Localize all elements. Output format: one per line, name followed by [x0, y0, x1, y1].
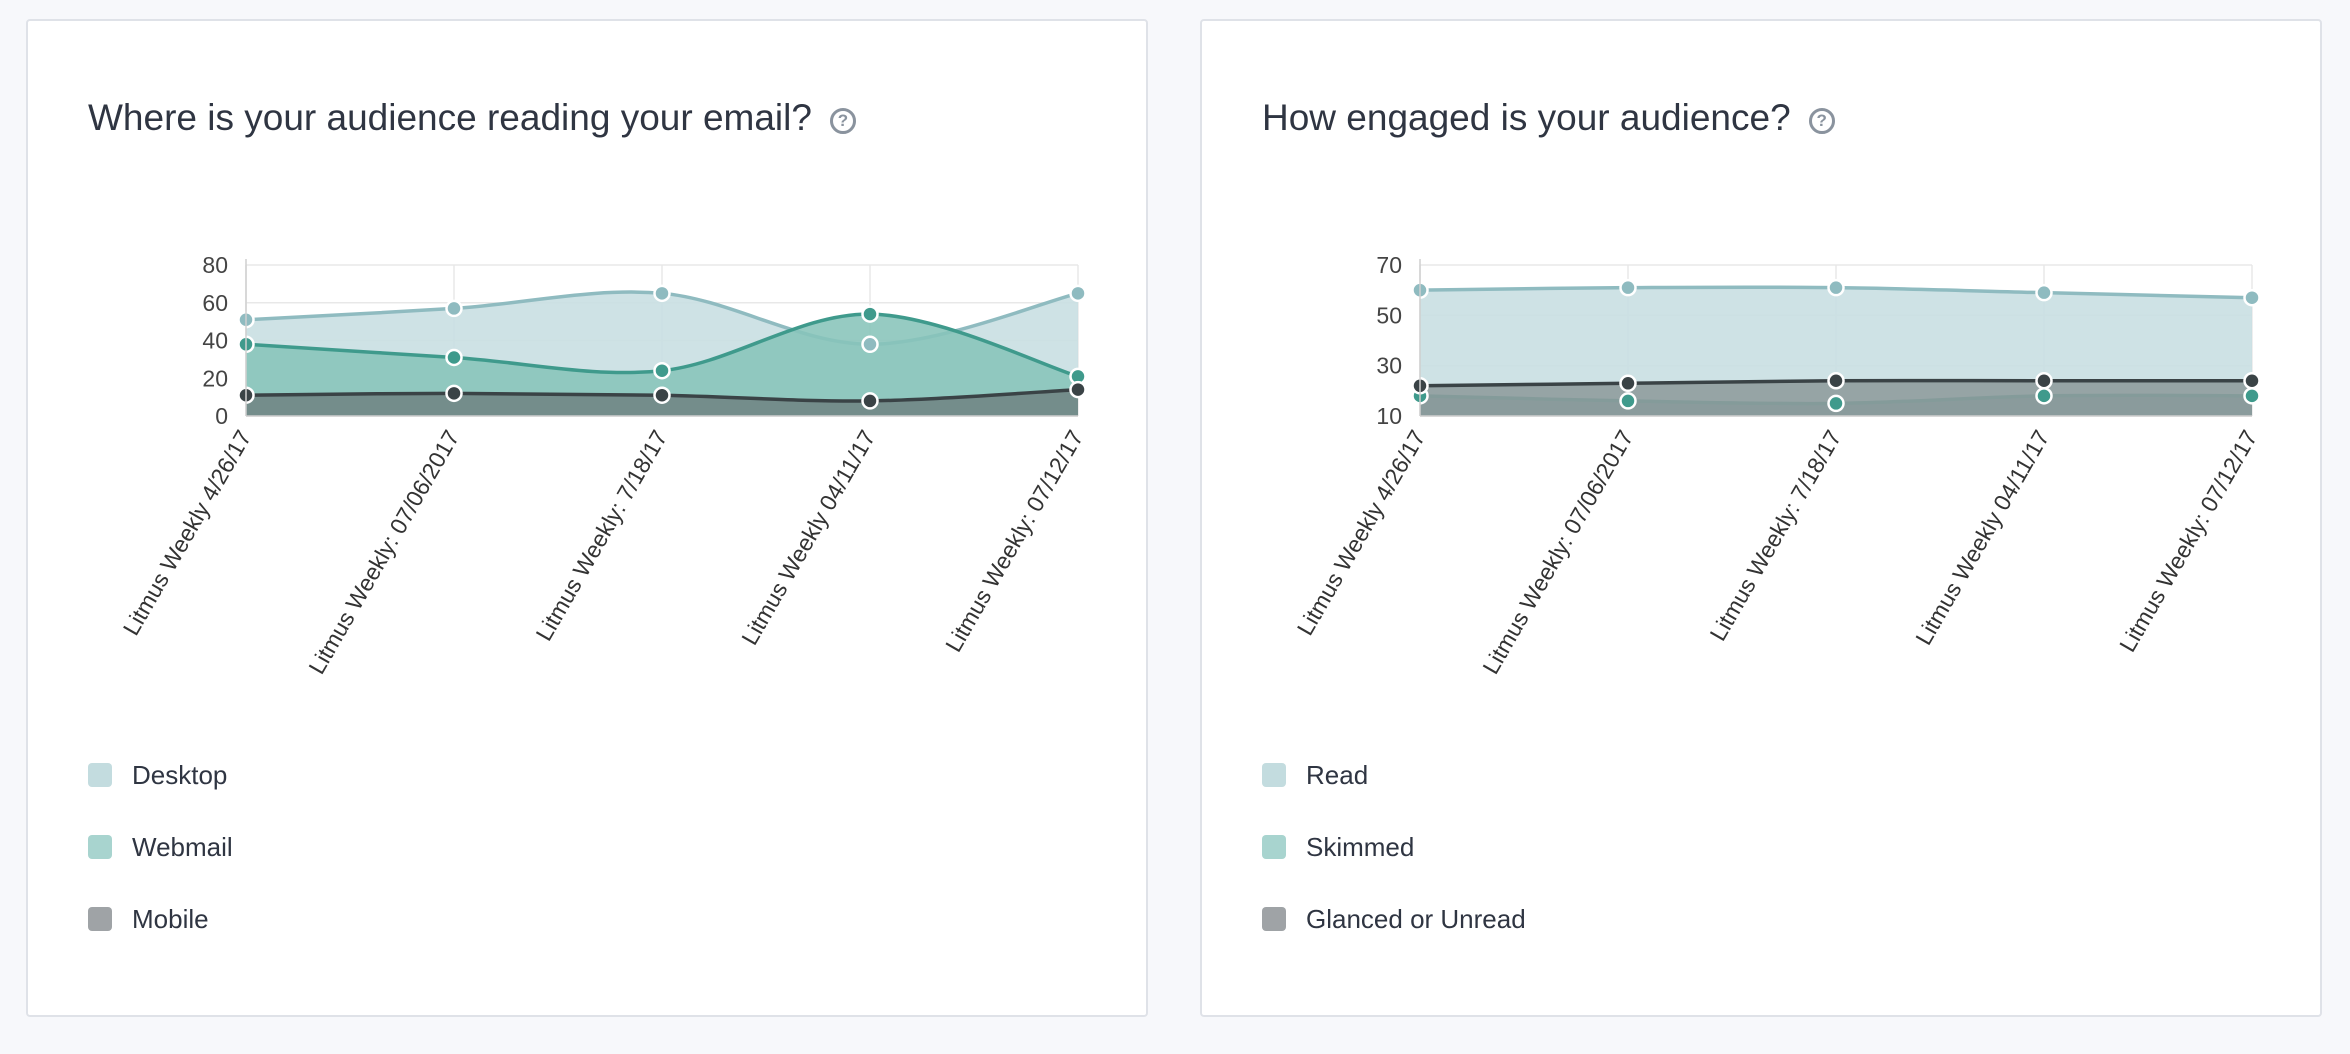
data-point [2035, 372, 2053, 390]
data-point [2243, 372, 2261, 390]
x-tick-label: Litmus Weekly: 07/06/2017 [303, 426, 464, 679]
question-circle-icon[interactable]: ? [1808, 108, 1835, 134]
data-point [653, 284, 671, 303]
data-point [1619, 278, 1637, 297]
legend-label: Glanced or Unread [1306, 904, 1526, 934]
data-point [1827, 394, 1845, 413]
data-point [1069, 380, 1087, 399]
x-tick-label: Litmus Weekly 04/11/17 [736, 426, 880, 650]
x-tick-label: Litmus Weekly 4/26/17 [118, 426, 257, 640]
data-point [445, 299, 463, 318]
legend-swatch [88, 907, 112, 931]
legend-item-webmail[interactable]: Webmail [88, 833, 233, 905]
legend-swatch [1262, 763, 1286, 787]
y-tick-label: 80 [202, 252, 228, 278]
legend-label: Webmail [132, 832, 233, 862]
legend-item-read[interactable]: Read [1262, 761, 1526, 833]
data-point [1069, 284, 1087, 303]
y-tick-label: 60 [202, 290, 228, 316]
legend-label: Read [1306, 760, 1369, 790]
data-point [2243, 288, 2261, 307]
chart-legend: Desktop Webmail Mobile [88, 761, 233, 977]
legend-swatch [1262, 835, 1286, 859]
x-tick-label: Litmus Weekly: 07/12/17 [2114, 426, 2262, 657]
card-title: Where is your audience reading your emai… [88, 97, 856, 139]
legend-label: Desktop [132, 760, 228, 790]
data-point [1827, 372, 1845, 390]
legend-item-skimmed[interactable]: Skimmed [1262, 833, 1526, 905]
data-point [2243, 387, 2261, 405]
data-point [861, 392, 879, 410]
x-tick-label: Litmus Weekly: 7/18/17 [530, 426, 672, 646]
legend-label: Skimmed [1306, 832, 1415, 862]
card-title: How engaged is your audience?? [1262, 97, 1835, 139]
data-point [653, 361, 671, 380]
y-tick-label: 0 [215, 403, 228, 429]
data-point [445, 384, 463, 403]
data-point [861, 305, 879, 323]
y-tick-label: 50 [1376, 302, 1402, 328]
reading-environment-chart: 0 20 40 60 80 Litmus Weekly 4/26/17 Litmus Wee… [118, 252, 1089, 679]
x-tick-label: Litmus Weekly: 07/06/2017 [1477, 426, 1638, 679]
data-point [2035, 283, 2053, 302]
data-point [1827, 278, 1845, 297]
legend-label: Mobile [132, 904, 209, 934]
x-tick-label: Litmus Weekly: 07/12/17 [940, 426, 1088, 657]
y-tick-label: 70 [1376, 252, 1402, 278]
legend-item-glanced-or-unread[interactable]: Glanced or Unread [1262, 905, 1526, 977]
x-tick-label: Litmus Weekly 4/26/17 [1292, 426, 1431, 640]
y-tick-label: 20 [202, 365, 228, 391]
data-point [861, 335, 879, 354]
y-tick-label: 40 [202, 328, 228, 354]
data-point [653, 386, 671, 404]
legend-item-mobile[interactable]: Mobile [88, 905, 233, 977]
question-circle-icon[interactable]: ? [829, 108, 856, 134]
y-tick-label: 30 [1376, 353, 1402, 379]
data-point [2035, 387, 2053, 405]
reading-environment-card: Where is your audience reading your emai… [26, 19, 1148, 1017]
legend-swatch [1262, 907, 1286, 931]
x-tick-label: Litmus Weekly: 7/18/17 [1704, 426, 1846, 646]
legend-swatch [88, 835, 112, 859]
data-point [1619, 374, 1637, 393]
y-tick-label: 10 [1376, 403, 1402, 429]
x-tick-label: Litmus Weekly 04/11/17 [1910, 426, 2054, 650]
chart-legend: Read Skimmed Glanced or Unread [1262, 761, 1526, 977]
data-point [445, 348, 463, 367]
engagement-card: How engaged is your audience?? 10 30 50 70 L… [1200, 19, 2322, 1017]
legend-swatch [88, 763, 112, 787]
legend-item-desktop[interactable]: Desktop [88, 761, 233, 833]
data-point [1619, 392, 1637, 410]
engagement-chart: 10 30 50 70 Litmus Weekly 4/26/17 Litmus Week… [1292, 252, 2263, 679]
